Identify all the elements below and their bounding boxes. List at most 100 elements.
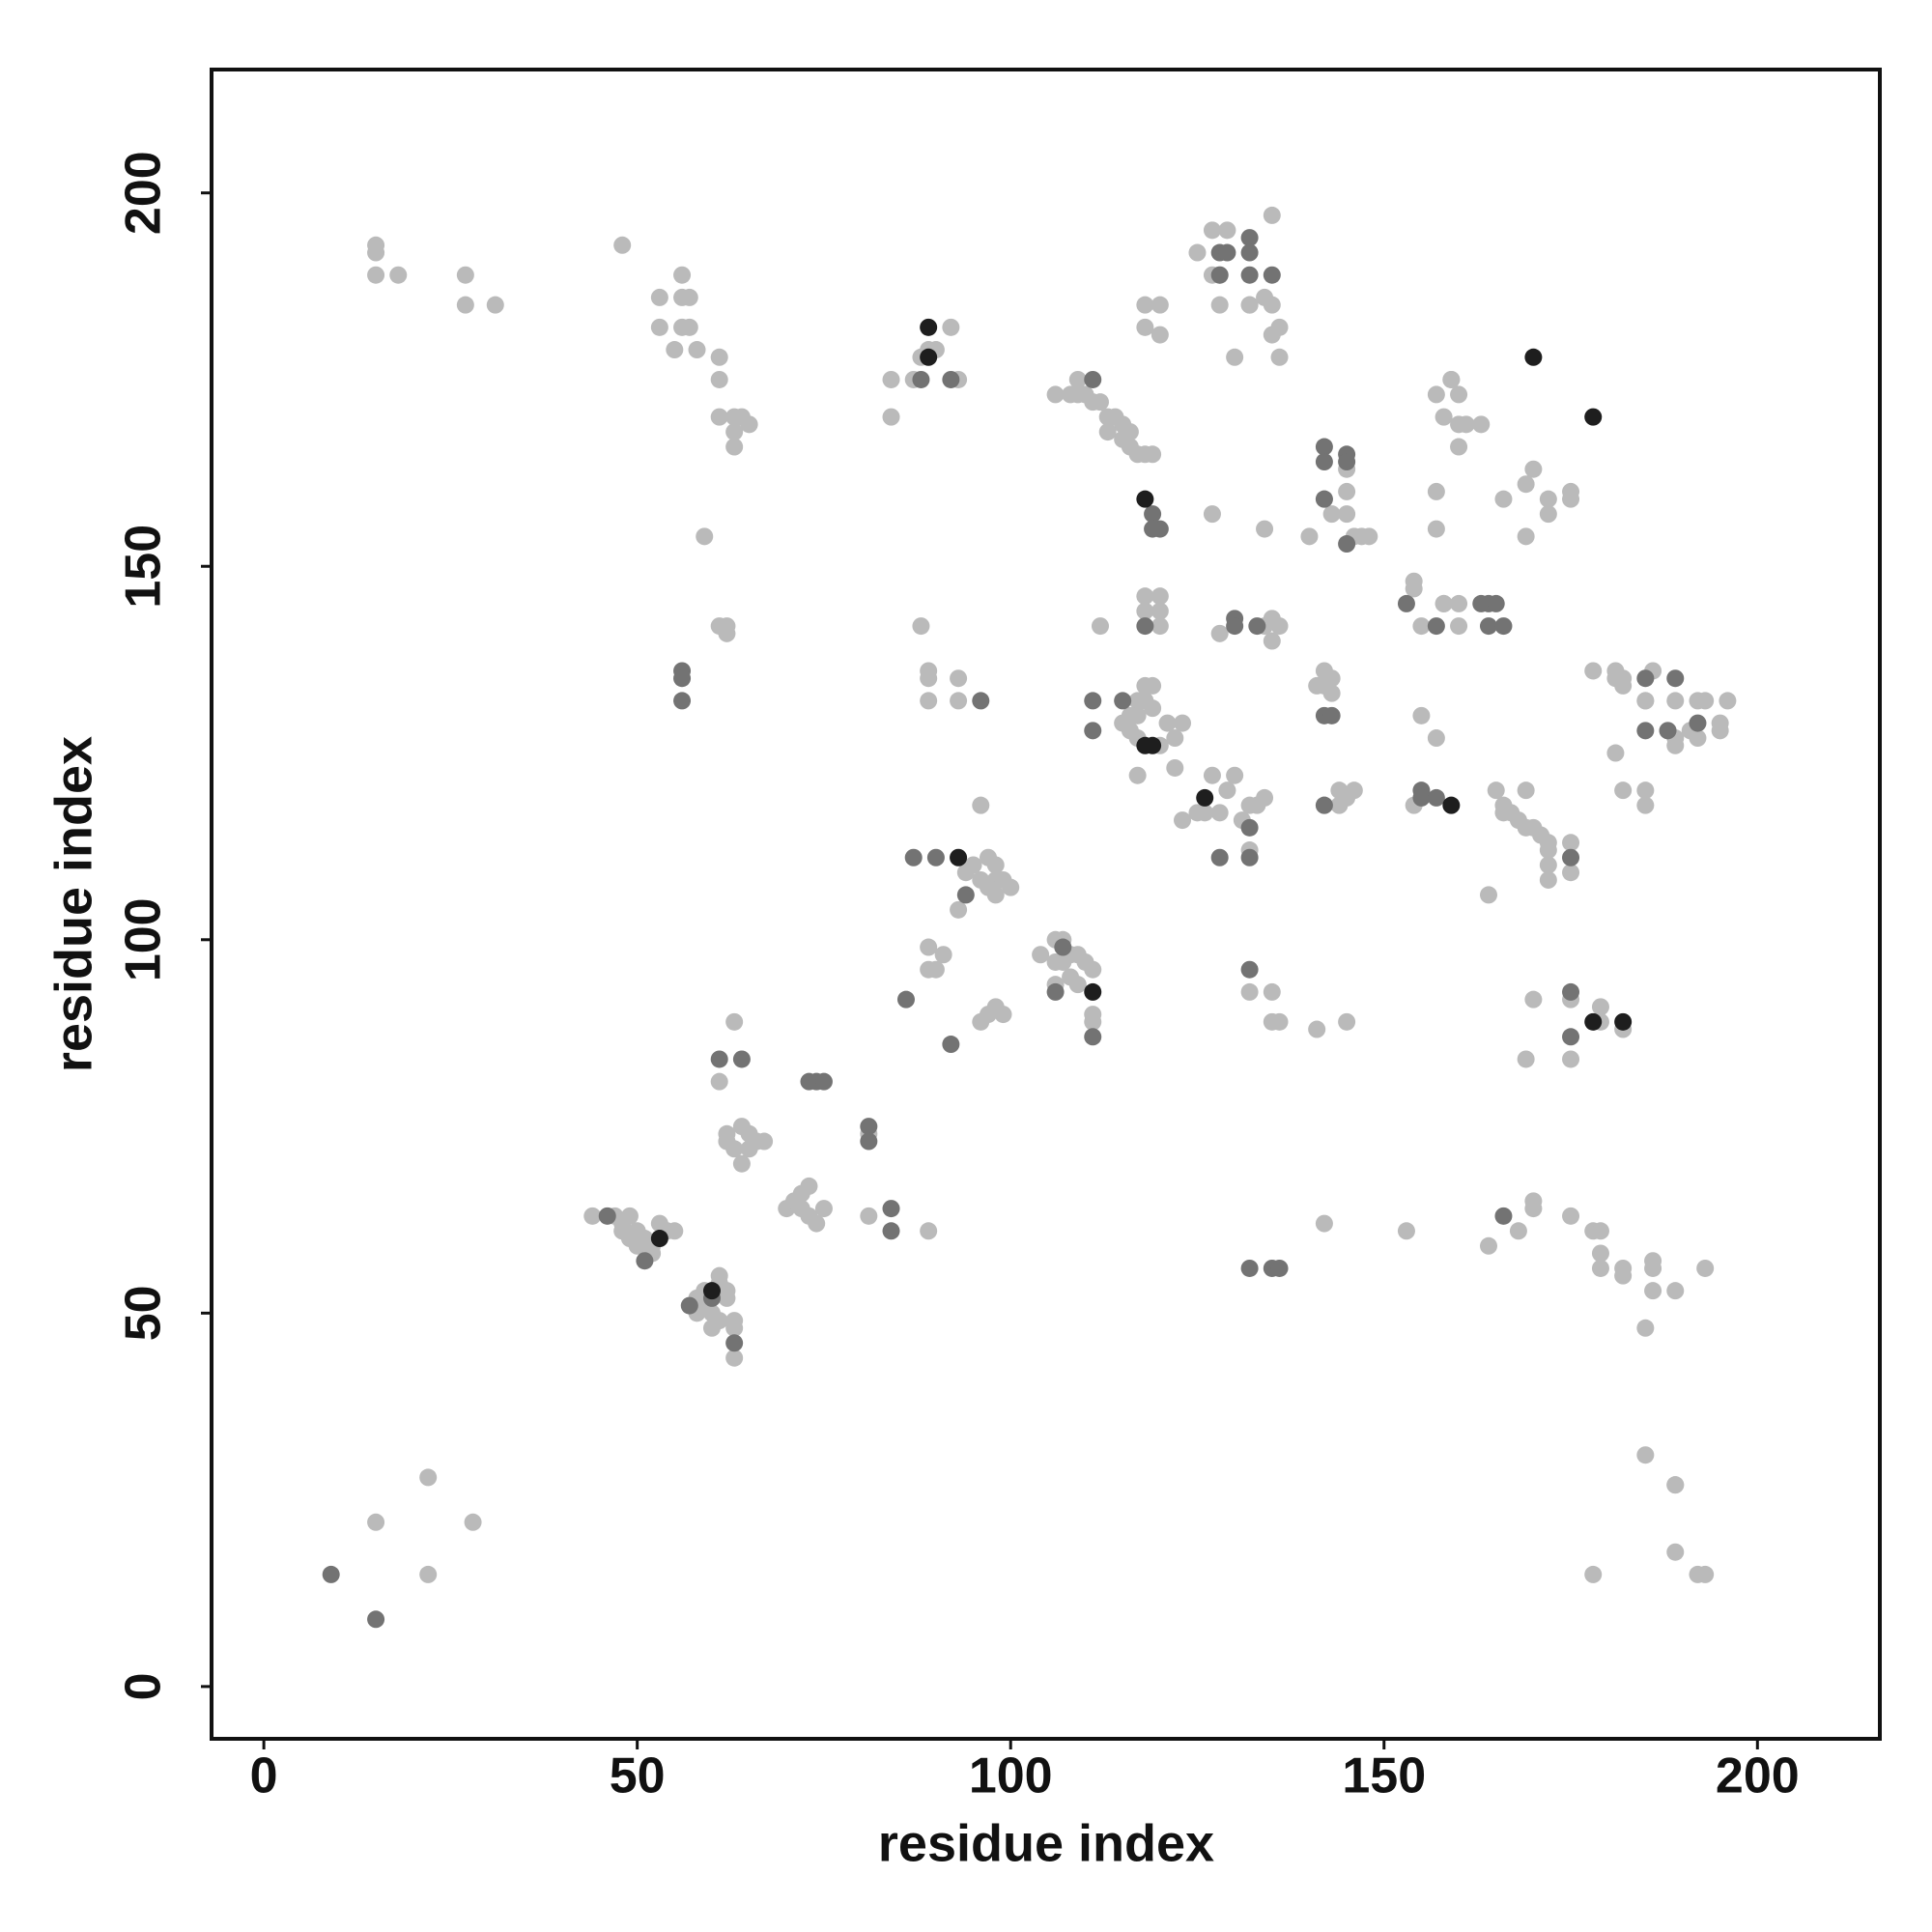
point	[1644, 1259, 1662, 1277]
point	[950, 848, 968, 867]
point	[1524, 460, 1543, 478]
point	[1226, 766, 1244, 784]
point	[1128, 766, 1147, 784]
point	[1300, 527, 1319, 546]
point	[942, 370, 960, 388]
point	[1151, 587, 1169, 606]
point	[1427, 729, 1445, 748]
x-tick-label: 100	[969, 1748, 1053, 1804]
point	[673, 692, 692, 710]
point	[583, 1207, 602, 1225]
point	[1450, 415, 1468, 434]
point	[950, 669, 968, 688]
point	[718, 1132, 736, 1151]
point	[725, 1012, 744, 1031]
point	[1494, 1207, 1513, 1225]
point	[1136, 602, 1154, 620]
point	[1121, 423, 1139, 441]
point	[1614, 781, 1633, 800]
point	[950, 692, 968, 710]
x-tick-label: 50	[610, 1748, 666, 1804]
point	[650, 288, 668, 306]
point	[956, 886, 975, 904]
point	[680, 1296, 698, 1315]
point	[680, 318, 698, 336]
point	[1240, 243, 1259, 262]
point	[1263, 206, 1281, 224]
point	[1270, 1012, 1289, 1031]
point	[1068, 976, 1087, 994]
point	[882, 408, 900, 426]
point	[1315, 490, 1333, 508]
point	[1210, 848, 1229, 867]
point	[1517, 475, 1535, 494]
point	[1584, 1012, 1603, 1031]
point	[1479, 1236, 1497, 1255]
point	[710, 348, 728, 366]
point	[1539, 870, 1557, 889]
y-tick-label: 100	[116, 897, 172, 981]
point	[1666, 692, 1685, 710]
point	[994, 1006, 1012, 1024]
point	[1509, 1222, 1527, 1240]
point	[367, 266, 385, 284]
point	[1240, 982, 1259, 1001]
x-tick-label: 200	[1716, 1748, 1800, 1804]
point	[1562, 864, 1580, 882]
point	[1479, 617, 1497, 636]
point	[1487, 781, 1505, 800]
point	[1174, 714, 1192, 732]
point	[1696, 692, 1715, 710]
point	[464, 1513, 482, 1531]
point	[1450, 438, 1468, 456]
point	[1562, 482, 1580, 500]
point	[1494, 804, 1513, 822]
point	[920, 348, 938, 366]
point	[1240, 818, 1259, 837]
point	[1636, 1319, 1655, 1337]
point	[1584, 408, 1603, 426]
point	[367, 1513, 385, 1531]
point	[1144, 699, 1162, 718]
plot-frame	[210, 68, 1882, 1741]
point	[1046, 385, 1065, 404]
point	[1666, 736, 1685, 754]
point	[1210, 296, 1229, 314]
point	[1256, 788, 1274, 807]
point	[1636, 722, 1655, 740]
point	[1644, 1282, 1662, 1300]
point	[1338, 482, 1356, 500]
point	[920, 669, 938, 688]
point	[1696, 1259, 1715, 1277]
point	[1136, 490, 1154, 508]
point	[1539, 490, 1557, 508]
point	[1240, 960, 1259, 979]
point	[1517, 1050, 1535, 1068]
point	[1270, 617, 1289, 636]
point	[1562, 848, 1580, 867]
point	[1479, 886, 1497, 904]
point	[1240, 266, 1259, 284]
point	[367, 243, 385, 262]
point	[1308, 1020, 1326, 1038]
point	[1322, 684, 1341, 702]
point	[1412, 706, 1431, 724]
point	[808, 1214, 826, 1233]
point	[1136, 587, 1154, 606]
point	[1151, 617, 1169, 636]
point	[419, 1468, 438, 1487]
point	[628, 1236, 646, 1255]
point	[860, 1207, 878, 1225]
point	[1636, 1446, 1655, 1464]
point	[972, 692, 990, 710]
point	[1203, 221, 1221, 240]
point	[1689, 714, 1707, 732]
point	[456, 296, 474, 314]
point	[1450, 385, 1468, 404]
point	[1218, 781, 1236, 800]
point	[1263, 296, 1281, 314]
point	[1098, 423, 1117, 441]
point	[710, 1312, 728, 1330]
point	[1203, 505, 1221, 524]
